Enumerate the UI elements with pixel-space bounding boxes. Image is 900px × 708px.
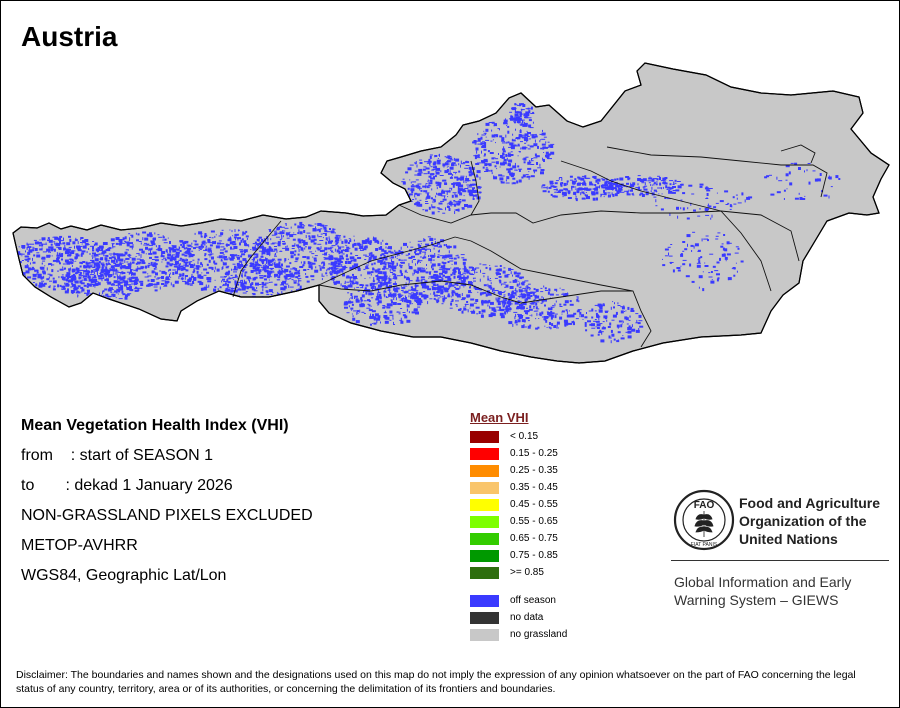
legend-item: < 0.15 — [470, 430, 538, 443]
disclaimer: Disclaimer: The boundaries and names sho… — [16, 669, 856, 695]
legend-swatch — [470, 594, 499, 607]
legend-swatch — [470, 464, 499, 477]
legend-item: 0.45 - 0.55 — [470, 498, 558, 511]
fao-logo-motto: FIAT PANIS — [691, 542, 718, 548]
province-border — [318, 280, 633, 304]
fao-logo-letters: FAO — [694, 500, 715, 511]
legend: Mean VHI < 0.15 0.15 - 0.25 0.25 - 0.35 0.3… — [470, 410, 567, 641]
legend-swatch — [470, 498, 499, 511]
legend-title: Mean VHI — [470, 410, 529, 425]
legend-label: 0.65 - 0.75 — [510, 533, 558, 544]
legend-swatch — [470, 628, 499, 641]
period-to: to : dekad 1 January 2026 — [21, 477, 233, 494]
province-border — [318, 236, 456, 286]
legend-item: 0.55 - 0.65 — [470, 515, 558, 528]
legend-item: 0.65 - 0.75 — [470, 532, 558, 545]
legend-label: 0.75 - 0.85 — [510, 550, 558, 561]
fao-divider — [671, 560, 889, 561]
province-border — [454, 236, 652, 348]
province-border — [232, 220, 282, 298]
legend-label: 0.25 - 0.35 — [510, 465, 558, 476]
legend-item: 0.35 - 0.45 — [470, 481, 558, 494]
austria-border — [12, 62, 890, 364]
legend-swatch — [470, 611, 499, 624]
legend-item: >= 0.85 — [470, 566, 544, 579]
province-border — [780, 144, 816, 164]
legend-item: 0.25 - 0.35 — [470, 464, 558, 477]
legend-swatch — [470, 515, 499, 528]
giews-line-2: Warning System – GIEWS — [674, 592, 839, 608]
map-title: Austria — [21, 21, 118, 52]
legend-label: < 0.15 — [510, 431, 539, 442]
legend-label: 0.35 - 0.45 — [510, 482, 558, 493]
fao-name-line-2: Organization of the — [739, 513, 867, 529]
legend-label: no grassland — [510, 629, 568, 640]
fao-logo-icon: FAO FIAT PANIS — [673, 489, 735, 551]
legend-label: >= 0.85 — [510, 567, 544, 578]
fao-organization-name: Food and Agriculture Organization of the… — [739, 494, 899, 548]
fao-name-line-1: Food and Agriculture — [739, 495, 881, 511]
province-border — [606, 146, 828, 198]
legend-item: 0.15 - 0.25 — [470, 447, 558, 460]
province-border — [560, 160, 722, 212]
province-border — [470, 160, 480, 216]
legend-swatch — [470, 532, 499, 545]
legend-item: 0.75 - 0.85 — [470, 549, 558, 562]
legend-label: off season — [510, 595, 556, 606]
legend-item: no data — [470, 611, 543, 624]
province-border — [720, 210, 772, 292]
off-season-pixels — [13, 103, 841, 344]
austria-country-shape — [12, 62, 890, 364]
legend-swatch — [470, 566, 499, 579]
legend-swatch — [470, 447, 499, 460]
period-from: from : start of SEASON 1 — [21, 447, 214, 464]
exclusion-note: NON-GRASSLAND PIXELS EXCLUDED — [21, 507, 313, 524]
legend-swatch — [470, 430, 499, 443]
map-info: Mean Vegetation Health Index (VHI) from … — [21, 415, 313, 595]
giews-line-1: Global Information and Early — [674, 574, 852, 590]
legend-label: 0.15 - 0.25 — [510, 448, 558, 459]
projection-name: WGS84, Geographic Lat/Lon — [21, 567, 227, 584]
fao-name-line-3: United Nations — [739, 531, 838, 547]
sensor-name: METOP-AVHRR — [21, 537, 138, 554]
legend-item: no grassland — [470, 628, 567, 641]
legend-item: off season — [470, 594, 556, 607]
province-borders — [232, 144, 828, 348]
legend-swatch — [470, 549, 499, 562]
legend-label: no data — [510, 612, 544, 623]
province-border — [398, 204, 800, 262]
legend-swatch — [470, 481, 499, 494]
legend-label: 0.45 - 0.55 — [510, 499, 558, 510]
austria-map — [12, 62, 890, 364]
giews-name: Global Information and Early Warning Sys… — [674, 573, 892, 609]
legend-label: 0.55 - 0.65 — [510, 516, 558, 527]
index-heading: Mean Vegetation Health Index (VHI) — [21, 417, 289, 434]
